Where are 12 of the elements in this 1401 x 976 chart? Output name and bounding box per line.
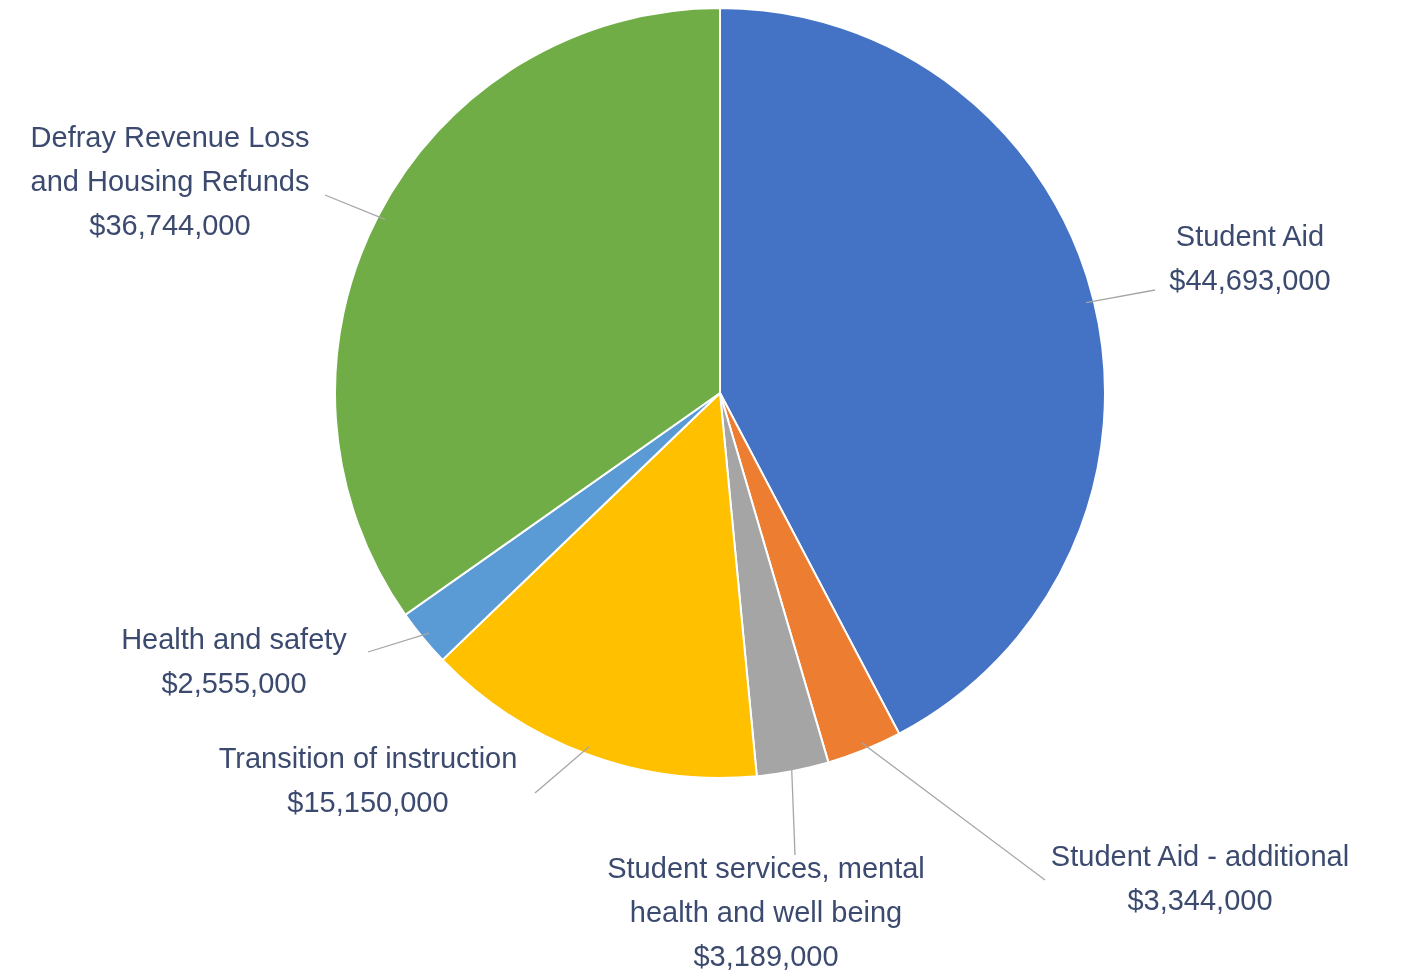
data-label: $15,150,000 [287, 786, 449, 818]
data-label: $3,189,000 [693, 940, 839, 972]
slice-label: Student Aid - additional [1050, 840, 1350, 872]
slice-label: Student Aid [1175, 220, 1325, 252]
data-label: $44,693,000 [1169, 264, 1331, 296]
slice-label: Student services, mental health and well being [607, 852, 925, 928]
slice-label: Defray Revenue Loss and Housing Refunds [30, 121, 310, 197]
slice-label: Health and safety [121, 623, 348, 655]
data-label: $3,344,000 [1127, 884, 1273, 916]
data-label: $2,555,000 [161, 667, 307, 699]
data-label: $36,744,000 [89, 209, 251, 241]
slice-label: Transition of instruction [218, 742, 518, 774]
